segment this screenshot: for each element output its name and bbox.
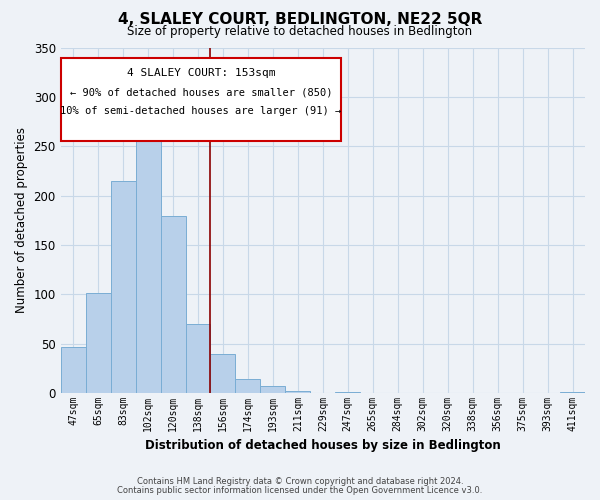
Bar (235, 380, 260, 393)
Bar (61, 346, 86, 393)
FancyBboxPatch shape (61, 58, 341, 141)
Bar (185, 324, 211, 393)
Text: Size of property relative to detached houses in Bedlington: Size of property relative to detached ho… (127, 25, 473, 38)
X-axis label: Distribution of detached houses by size in Bedlington: Distribution of detached houses by size … (145, 440, 501, 452)
Text: Contains HM Land Registry data © Crown copyright and database right 2024.: Contains HM Land Registry data © Crown c… (137, 477, 463, 486)
Bar (86, 294, 110, 393)
Bar (335, 392, 360, 393)
Bar (136, 124, 161, 393)
Text: 4 SLALEY COURT: 153sqm: 4 SLALEY COURT: 153sqm (127, 68, 275, 78)
Text: Contains public sector information licensed under the Open Government Licence v3: Contains public sector information licen… (118, 486, 482, 495)
Y-axis label: Number of detached properties: Number of detached properties (15, 128, 28, 314)
Bar (260, 386, 286, 393)
Bar (560, 392, 585, 393)
Bar (211, 354, 235, 393)
Bar (161, 216, 185, 393)
Text: 4, SLALEY COURT, BEDLINGTON, NE22 5QR: 4, SLALEY COURT, BEDLINGTON, NE22 5QR (118, 12, 482, 28)
Text: ← 90% of detached houses are smaller (850): ← 90% of detached houses are smaller (85… (70, 87, 332, 97)
Text: 10% of semi-detached houses are larger (91) →: 10% of semi-detached houses are larger (… (61, 106, 341, 117)
Bar (110, 181, 136, 393)
Bar (286, 391, 310, 393)
